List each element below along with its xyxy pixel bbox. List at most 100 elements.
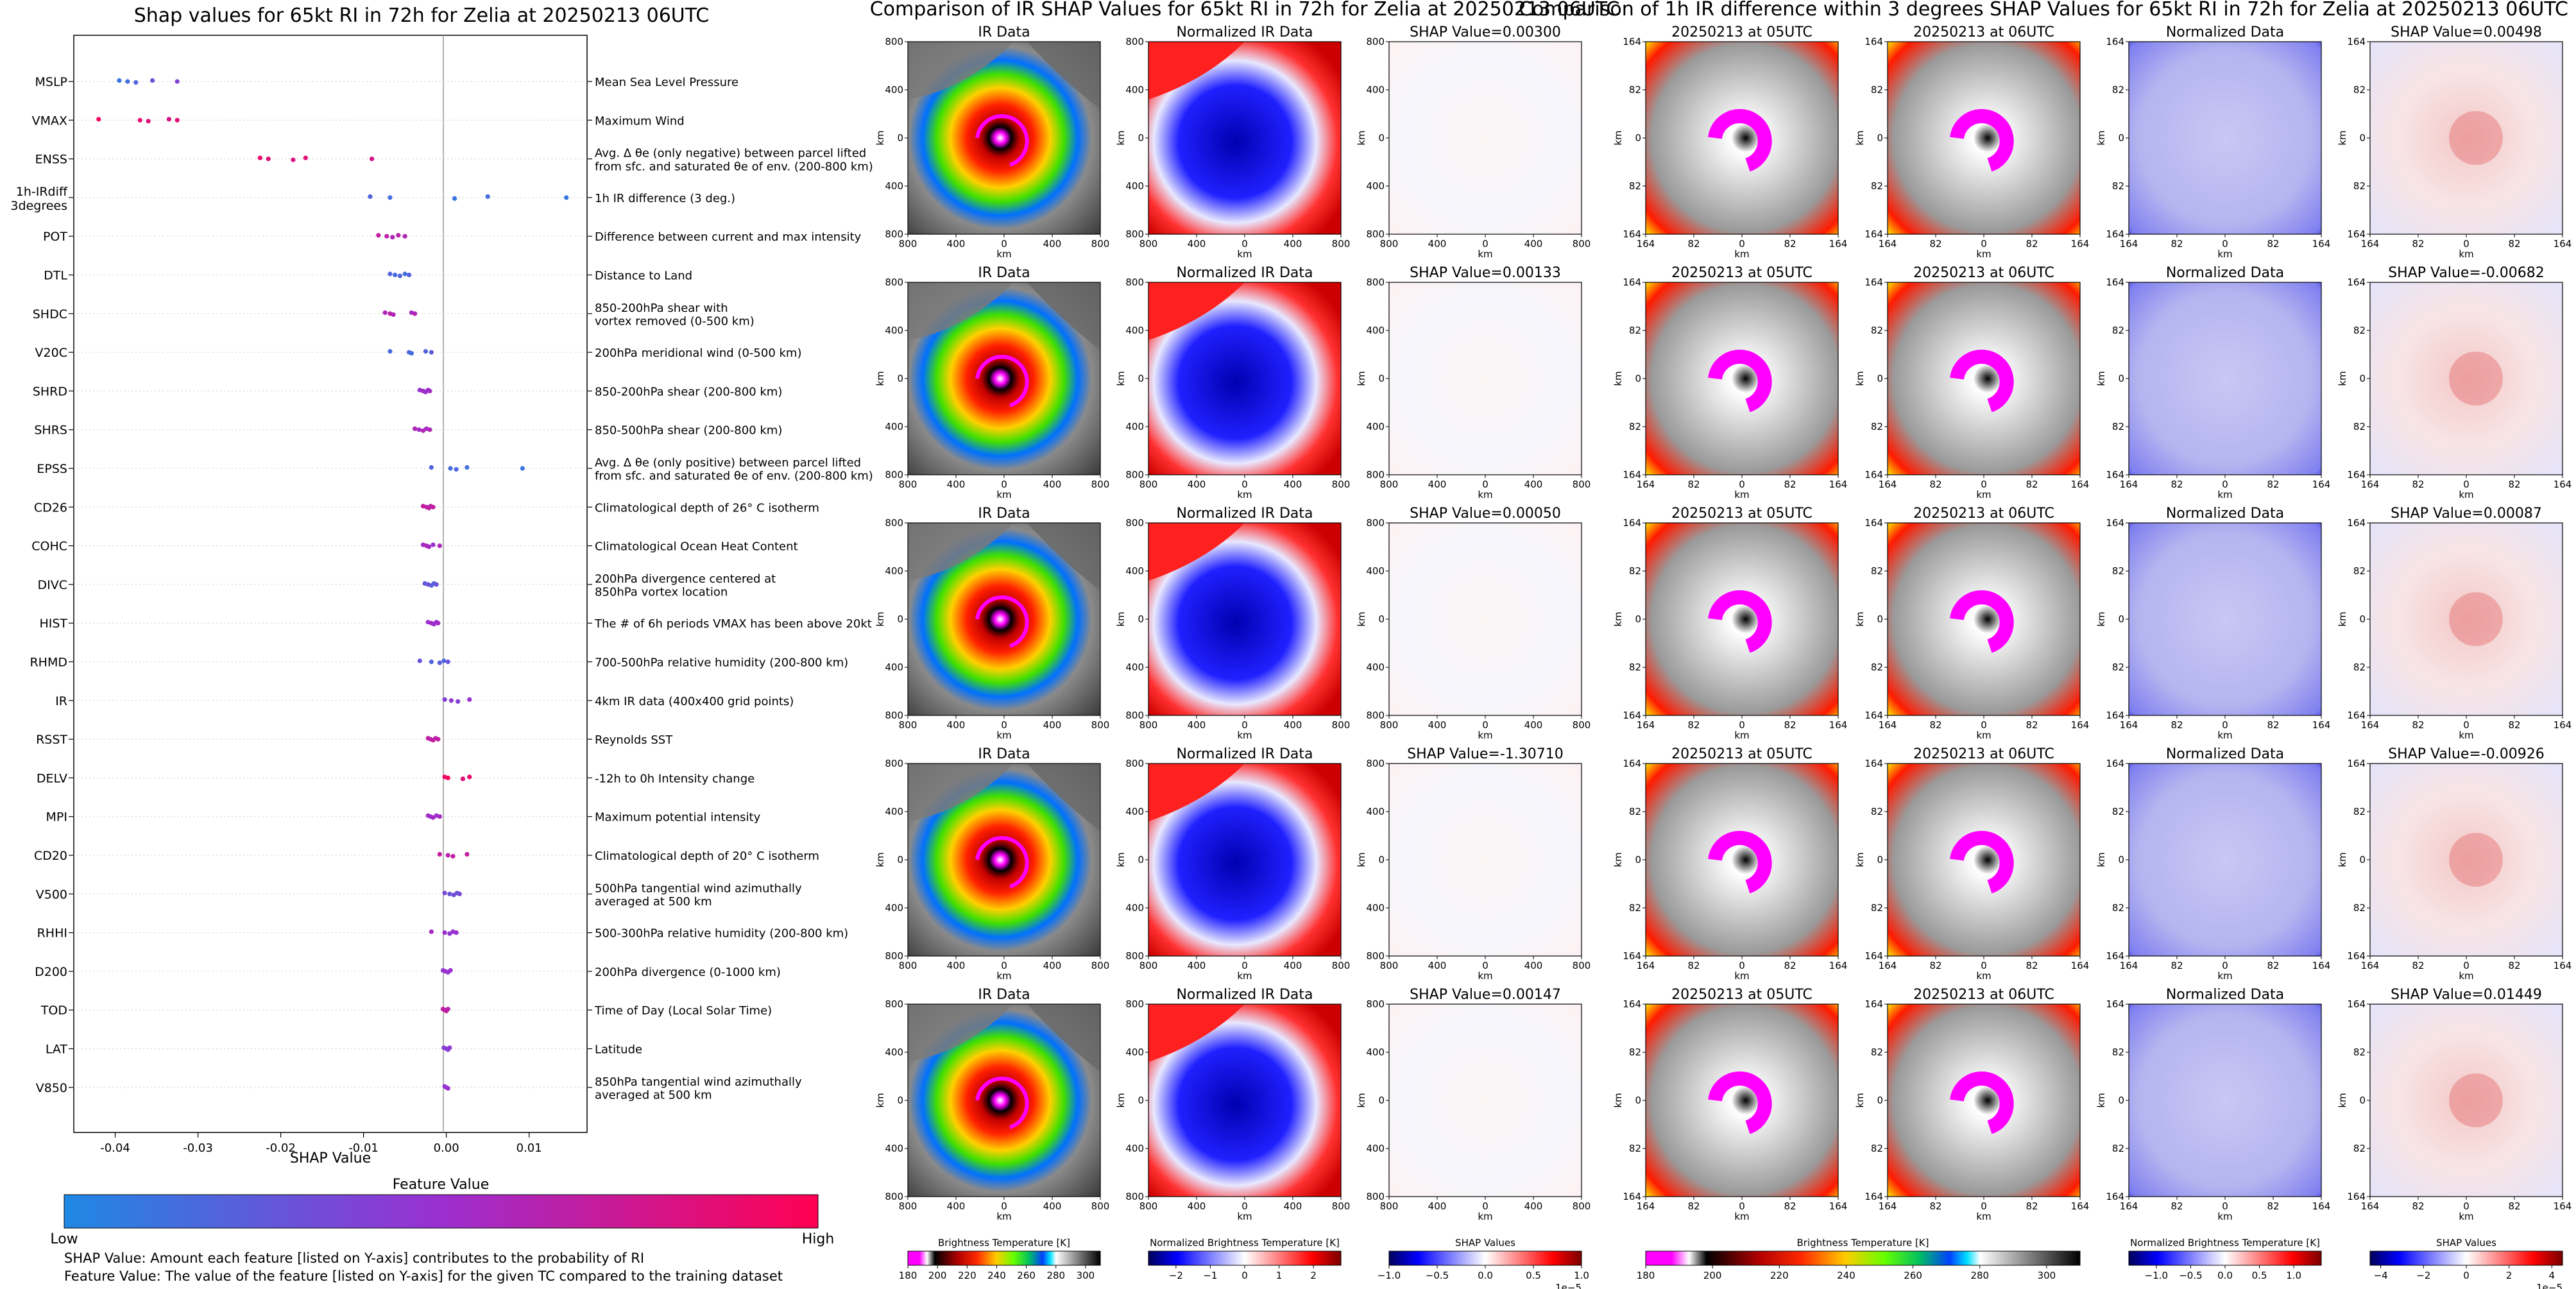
- panel-y-tick-label: 164: [2347, 469, 2366, 481]
- panel-title: 20250213 at 06UTC: [1913, 24, 2054, 40]
- panel-x-tick-label: 82: [1687, 1200, 1700, 1212]
- panel-x-tick-label: 82: [1784, 960, 1796, 971]
- panel-y-tick-label: 164: [1623, 1191, 1641, 1202]
- shap-point: [393, 272, 398, 278]
- panel-y-tick-label: 164: [2106, 517, 2124, 529]
- panel-y-tick-label: 400: [1366, 1143, 1385, 1154]
- panel-y-tick-label: 400: [885, 662, 903, 673]
- panel-y-axis-label: km: [874, 852, 886, 867]
- panel-y-tick-label: 800: [1125, 517, 1144, 529]
- panel-x-tick-label: 164: [1637, 479, 1655, 490]
- panel-image: [2370, 282, 2563, 475]
- colorbar-gradient: [1148, 1251, 1342, 1266]
- feature-description-label: The # of 6h periods VMAX has been above …: [594, 617, 872, 631]
- panel-image: [1888, 764, 2080, 956]
- colorbar-tick-label: −0.5: [2179, 1270, 2202, 1281]
- image-panel: 20250213 at 05UTC1641648282008282164164k…: [1612, 265, 1847, 500]
- panel-x-tick-label: 400: [1284, 479, 1302, 490]
- colorbar-tick-label: 2: [1310, 1270, 1317, 1281]
- panel-x-axis-label: km: [2217, 1211, 2232, 1222]
- panel-y-tick-label: 800: [1366, 1191, 1385, 1202]
- colorbar: Brightness Temperature [K] 180 200 220 240 26…: [899, 1237, 1101, 1281]
- panel-title: 20250213 at 05UTC: [1671, 746, 1813, 762]
- panel-x-tick-label: 82: [1929, 1200, 1941, 1212]
- feature-name-label: COHC: [31, 540, 67, 554]
- feature-description-label: 850hPa tangential wind azimuthally averag…: [595, 1075, 802, 1102]
- panel-x-tick-label: 400: [1043, 1200, 1062, 1212]
- panel-y-tick-label: 0: [2359, 854, 2366, 866]
- image-panel: 20250213 at 05UTC1641648282008282164164k…: [1612, 987, 1847, 1222]
- panel-y-tick-label: 82: [1629, 565, 1641, 577]
- panel-x-tick-label: 164: [1879, 719, 1897, 731]
- shap-point: [117, 78, 122, 83]
- panel-y-tick-label: 800: [1125, 1191, 1144, 1202]
- panel-y-tick-label: 82: [2353, 180, 2366, 192]
- colorbar-tick-label: 0.0: [2217, 1270, 2233, 1281]
- panel-x-tick-label: 400: [1428, 960, 1447, 971]
- panel-x-axis-label: km: [2217, 970, 2232, 982]
- eyewall-band: [975, 1077, 1029, 1129]
- panel-x-tick-label: 0: [2463, 238, 2469, 250]
- panel-y-tick-label: 164: [2347, 950, 2366, 962]
- x-tick-label: 0.01: [516, 1141, 542, 1155]
- panel-y-tick-label: 400: [885, 1046, 903, 1058]
- colorbar-tick-label: 0.5: [1526, 1270, 1541, 1281]
- panel-x-tick-label: 164: [2554, 238, 2572, 250]
- panel-x-tick-label: 82: [2171, 719, 2183, 731]
- panel-x-tick-label: 800: [899, 238, 917, 250]
- panel-x-tick-label: 82: [1687, 960, 1700, 971]
- panel-title: SHAP Value=0.01449: [2391, 987, 2542, 1003]
- panel-x-tick-label: 164: [1637, 719, 1655, 731]
- panel-y-tick-label: 82: [1629, 421, 1641, 432]
- shap-point: [396, 233, 401, 238]
- shap-point: [149, 78, 155, 83]
- panel-y-axis-label: km: [1854, 611, 1866, 626]
- x-tick-label: 0.00: [434, 1141, 459, 1155]
- shap-x-ticks: -0.04 -0.03 -0.02 -0.01 0.00 0.01: [100, 1132, 542, 1155]
- panel-x-tick-label: 164: [1879, 1200, 1897, 1212]
- panel-y-axis-label: km: [1612, 130, 1624, 145]
- shap-feature-rows: MSLP Mean Sea Level Pressure VMAX Maximum W…: [10, 75, 873, 1102]
- panel-y-tick-label: 0: [2118, 373, 2124, 384]
- panel-title: SHAP Value=-0.00926: [2388, 746, 2545, 762]
- panel-x-tick-label: 0: [1981, 719, 1987, 731]
- feature-name-label: VMAX: [32, 114, 67, 128]
- feature-description-label: Climatological Ocean Heat Content: [595, 540, 798, 554]
- feature-name-label: SHDC: [33, 307, 67, 321]
- shap-point: [442, 697, 447, 702]
- panel-x-axis-label: km: [1976, 970, 1991, 982]
- panel-y-tick-label: 400: [1366, 1046, 1385, 1058]
- panel-y-tick-label: 82: [2112, 902, 2124, 914]
- colorbar-tick-label: −1.0: [1378, 1270, 1401, 1281]
- panel-x-tick-label: 82: [2267, 1200, 2279, 1212]
- feature-name-label: MSLP: [35, 75, 68, 89]
- panel-x-tick-label: 164: [2361, 960, 2380, 971]
- panel-x-axis-label: km: [1478, 970, 1492, 982]
- feature-name-label: POT: [43, 230, 67, 244]
- panel-x-tick-label: 400: [1428, 719, 1447, 731]
- panel-x-tick-label: 800: [1091, 479, 1110, 490]
- feature-name-label: EPSS: [37, 462, 67, 476]
- panel-y-tick-label: 400: [885, 806, 903, 817]
- feature-name-label: CD20: [34, 849, 67, 863]
- shap-point: [368, 194, 373, 199]
- warm-anomaly: [1148, 523, 1245, 581]
- ir-shap-panel-grid: IR Data80080040040000400400800800kmkmNor…: [874, 24, 1591, 1222]
- panel-x-tick-label: 164: [2361, 1200, 2380, 1212]
- panel-y-tick-label: 164: [2106, 469, 2124, 481]
- panel-y-axis-label: km: [1612, 611, 1624, 626]
- feature-description-label: Avg. Δ θe (only negative) between parcel…: [595, 147, 873, 174]
- panel-x-axis-label: km: [1478, 1211, 1492, 1222]
- colorbar-tick-label: 240: [987, 1270, 1006, 1281]
- colorbar-tick-label: −2: [1169, 1270, 1183, 1281]
- panel-y-tick-label: 800: [1366, 998, 1385, 1010]
- feature-description-label: 850-500hPa shear (200-800 km): [595, 424, 782, 438]
- panel-y-tick-label: 82: [2112, 565, 2124, 577]
- panel-y-tick-label: 164: [2106, 228, 2124, 240]
- panel-y-tick-label: 400: [885, 84, 903, 96]
- panel-x-tick-label: 164: [1829, 719, 1848, 731]
- panel-x-tick-label: 800: [1380, 479, 1399, 490]
- panel-y-tick-label: 800: [1366, 758, 1385, 769]
- shap-point: [388, 271, 393, 277]
- panel-y-tick-label: 82: [2353, 902, 2366, 914]
